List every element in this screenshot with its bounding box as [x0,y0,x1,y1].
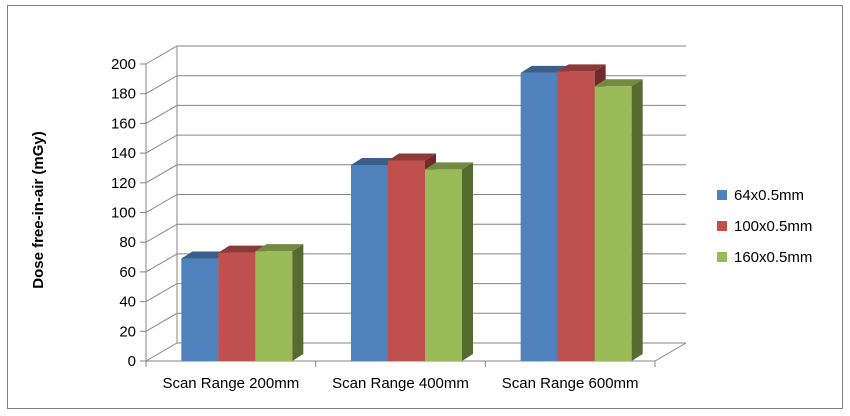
y-tick-label: 20 [119,323,136,340]
bar-front-face [181,259,218,361]
chart-frame: 0 20 40 60 80 100 120 140 160 180 200 Scan Range 20… [7,5,843,409]
bar-side-face [292,244,303,361]
legend-swatch [717,221,727,231]
x-tick-label: Scan Range 200mm [162,375,299,392]
y-tick-label: 40 [119,294,136,311]
bar-front-face [558,71,595,361]
bar [425,162,473,361]
bar-front-face [218,253,255,361]
x-tick-label: Scan Range 400mm [332,375,469,392]
chart-svg: 0 20 40 60 80 100 120 140 160 180 200 Scan Range 20… [8,6,844,410]
legend-label: 100x0.5mm [734,218,812,235]
bar [255,244,303,361]
legend-label: 64x0.5mm [734,187,804,204]
legend: 64x0.5mm 100x0.5mm 160x0.5mm [717,187,812,266]
y-tick-label: 200 [111,56,136,73]
legend-item: 100x0.5mm [717,218,812,235]
x-tick-label: Scan Range 600mm [502,375,639,392]
legend-label: 160x0.5mm [734,249,812,266]
y-tick-label: 160 [111,115,136,132]
gridline [146,46,686,64]
legend-swatch [717,190,727,200]
bar-front-face [595,86,632,361]
y-tick-label: 60 [119,264,136,281]
y-tick-label: 100 [111,205,136,222]
y-tick-label: 120 [111,175,136,192]
bar [595,79,643,361]
y-axis-label: Dose free-in-air (mGy) [30,131,47,289]
bar-front-face [425,169,462,361]
bar-front-face [521,73,558,361]
bars-layer [181,64,642,361]
legend-item: 160x0.5mm [717,249,812,266]
bar-side-face [462,162,473,361]
y-tick-label: 140 [111,145,136,162]
bar-side-face [632,79,643,361]
y-tick-label: 0 [128,353,136,370]
y-tick-label: 180 [111,86,136,103]
bar-front-face [255,251,292,361]
legend-item: 64x0.5mm [717,187,804,204]
bar-front-face [351,165,388,361]
bar-front-face [388,161,425,361]
y-tick-label: 80 [119,234,136,251]
legend-swatch [717,252,727,262]
